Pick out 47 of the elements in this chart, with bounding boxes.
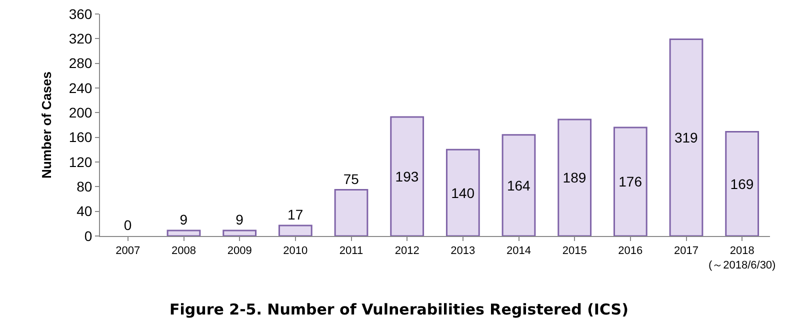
y-tick-label: 280 — [68, 55, 92, 72]
x-tick-label: 2017 — [674, 245, 698, 258]
data-label: 140 — [451, 184, 475, 201]
data-label: 189 — [562, 170, 586, 186]
bar — [613, 126, 648, 236]
data-label: 193 — [395, 168, 419, 184]
bar — [334, 189, 368, 236]
data-label: 9 — [180, 211, 188, 228]
data-label: 17 — [288, 206, 304, 223]
data-label: 75 — [343, 170, 360, 187]
x-tick-label: 2012 — [394, 245, 420, 258]
y-tick-label: 80 — [76, 178, 92, 195]
x-tick-label: 2009 — [227, 245, 252, 258]
data-label: 169 — [730, 176, 754, 192]
y-tick-label: 200 — [68, 104, 92, 121]
y-tick-label: 40 — [76, 203, 92, 220]
bar — [166, 230, 201, 236]
data-label: 9 — [236, 211, 244, 228]
bar — [725, 131, 760, 236]
text: Figure 2-5. Number of Vulnerabilities Registered (ICS) — [170, 300, 628, 318]
y-tick-label: 360 — [68, 6, 92, 22]
x-tick-label: 2010 — [283, 245, 308, 258]
x-tick-label: 2016 — [618, 245, 643, 258]
x-tick-label: 2008 — [172, 245, 196, 258]
bar — [669, 38, 704, 236]
data-label: 319 — [674, 130, 698, 146]
bar — [222, 230, 257, 236]
bar — [502, 134, 536, 236]
data-label: 164 — [506, 177, 531, 194]
x-tick-label: 2011 — [339, 245, 364, 258]
bar — [390, 116, 424, 236]
x-tick-label: 2018 (～2018/6/30) — [708, 245, 776, 272]
y-tick-label: 160 — [68, 129, 92, 146]
y-tick-label: 120 — [68, 154, 92, 170]
x-tick-label: 2014 — [506, 245, 531, 258]
data-label: 176 — [618, 174, 642, 190]
data-label: 0 — [124, 217, 132, 233]
bar — [446, 148, 480, 236]
x-tick-label: 2015 — [562, 245, 587, 258]
bar — [278, 224, 312, 236]
y-axis-title: Number of Cases — [38, 72, 54, 178]
y-tick-label: 320 — [68, 30, 92, 47]
y-tick-label: 240 — [68, 80, 92, 96]
x-tick-label: 2007 — [116, 245, 140, 258]
bar — [558, 118, 592, 236]
y-tick-label: 0 — [84, 228, 92, 244]
x-tick-label: 2013 — [450, 245, 476, 258]
